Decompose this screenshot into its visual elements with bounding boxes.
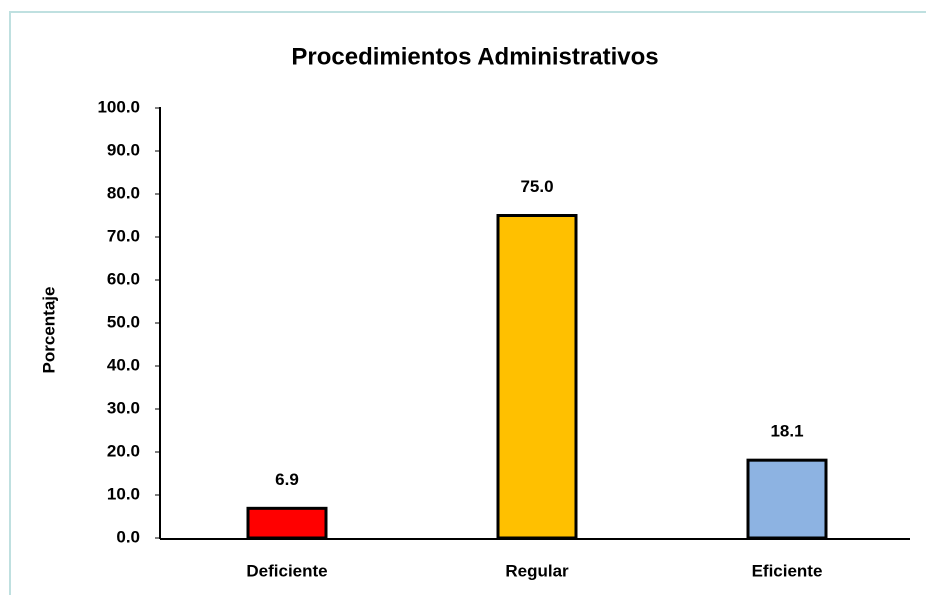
bar [246,506,328,540]
bar [496,214,578,540]
chart-title: Procedimientos Administrativos [291,43,658,70]
y-tick-label: 20.0 [107,441,140,460]
value-label: 6.9 [275,470,299,489]
y-tick-label: 10.0 [107,484,140,503]
y-tick-label: 100.0 [97,97,140,116]
value-label: 75.0 [520,177,553,196]
y-tick-label: 50.0 [107,312,140,331]
y-tick-label: 0.0 [116,527,140,546]
x-tick-label: Eficiente [752,561,823,580]
x-tick-label: Regular [505,561,569,580]
y-axis-title: Porcentaje [39,287,58,374]
y-tick-label: 30.0 [107,398,140,417]
y-tick-label: 80.0 [107,183,140,202]
y-tick-label: 60.0 [107,269,140,288]
y-tick-label: 40.0 [107,355,140,374]
x-tick-label: Deficiente [246,561,327,580]
bar [746,458,828,540]
value-label: 18.1 [770,422,803,441]
y-tick-label: 70.0 [107,226,140,245]
y-tick-label: 90.0 [107,140,140,159]
